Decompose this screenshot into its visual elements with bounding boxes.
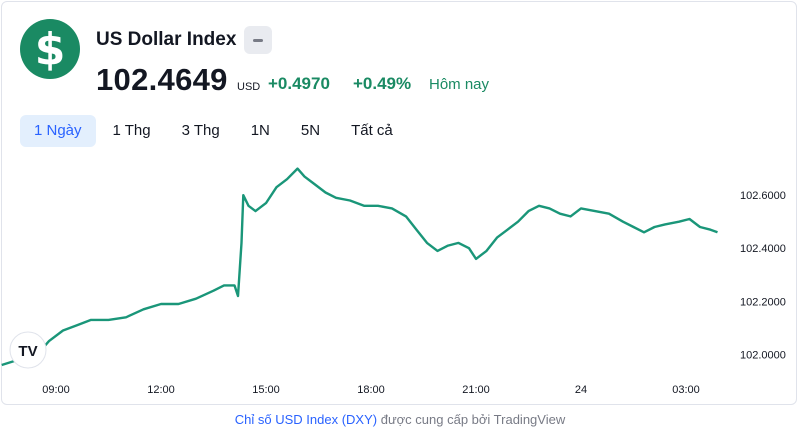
instrument-title: US Dollar Index: [96, 29, 237, 50]
price-change: +0.4970: [268, 74, 330, 93]
dollar-circle-icon: $: [20, 19, 80, 79]
x-tick-label: 09:00: [42, 384, 70, 396]
quote-card: $ US Dollar Index 102.4649 USD +0.4970 +…: [1, 1, 797, 405]
price-value: 102.4649: [96, 62, 228, 97]
x-tick-label: 21:00: [462, 384, 490, 396]
more-icon[interactable]: [244, 26, 272, 54]
x-axis: 09:00 12:00 15:00 18:00 21:00 24 03:00: [42, 384, 700, 396]
attribution-link[interactable]: Chỉ số USD Index (DXY): [234, 412, 378, 427]
period-label: Hôm nay: [429, 76, 490, 93]
y-tick-label: 102.0000: [740, 349, 786, 361]
tab-1-year[interactable]: 1N: [250, 122, 270, 139]
tab-3-month[interactable]: 3 Thg: [181, 122, 220, 139]
x-tick-label: 03:00: [672, 384, 700, 396]
y-tick-label: 102.4000: [740, 243, 786, 255]
x-tick-label: 18:00: [357, 384, 385, 396]
x-tick-label: 24: [575, 384, 587, 396]
x-tick-label: 15:00: [252, 384, 280, 396]
x-tick-label: 12:00: [147, 384, 175, 396]
price-line: [1, 167, 718, 367]
tab-5-year[interactable]: 5N: [300, 122, 321, 139]
currency-label: USD: [237, 81, 261, 93]
svg-text:TV: TV: [18, 343, 37, 360]
attribution: Chỉ số USD Index (DXY) được cung cấp bởi…: [0, 412, 800, 427]
price-change-percent: +0.49%: [353, 74, 412, 93]
tab-all[interactable]: Tất cả: [351, 122, 393, 139]
tradingview-logo[interactable]: TV: [9, 331, 47, 369]
attribution-text: được cung cấp bởi TradingView: [380, 412, 566, 427]
price-chart[interactable]: 09:00 12:00 15:00 18:00 21:00 24 03:00 102.600…: [0, 150, 800, 405]
y-tick-label: 102.6000: [740, 190, 786, 202]
y-tick-label: 102.2000: [740, 296, 786, 308]
y-axis: 102.6000 102.4000 102.2000 102.0000: [740, 190, 786, 361]
tab-1-month[interactable]: 1 Thg: [112, 122, 151, 139]
range-tabs: 1 Ngày 1 Thg 3 Thg 1N 5N Tất cả: [20, 115, 410, 147]
tab-1-day[interactable]: 1 Ngày: [20, 115, 96, 147]
